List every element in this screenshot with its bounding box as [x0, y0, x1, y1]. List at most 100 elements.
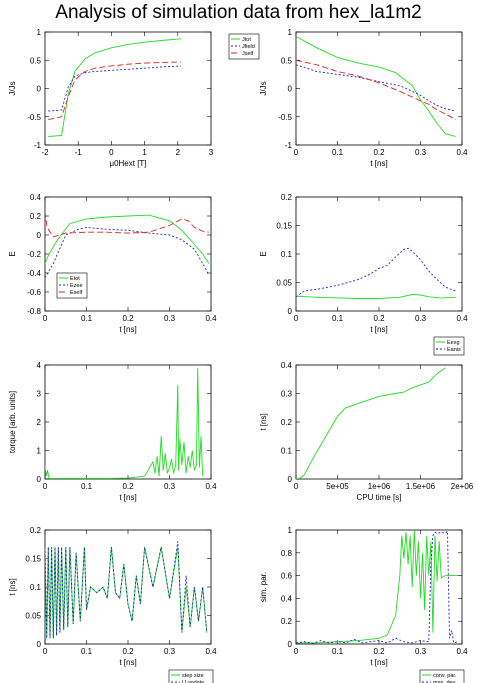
- x-tick-label: 0: [43, 314, 48, 323]
- y-tick-label: -0.6: [27, 288, 41, 297]
- x-tick-label: 1e+06: [368, 482, 391, 491]
- x-axis-label: t [ns]: [370, 159, 387, 168]
- series-line-eexg: [296, 294, 456, 299]
- series-line-conv-par-: [296, 530, 458, 644]
- y-tick-label: 0.2: [281, 418, 293, 427]
- legend-label-1: Jfield: [242, 44, 255, 50]
- x-tick-label: 2e+06: [451, 482, 474, 491]
- x-tick-label: 0.2: [122, 482, 134, 491]
- x-tick-label: 0.1: [332, 148, 344, 157]
- x-tick-label: 3: [209, 148, 214, 157]
- x-axis-label: t [ns]: [119, 325, 136, 334]
- plot-frame: [44, 364, 212, 480]
- x-tick-label: 0.3: [415, 314, 427, 323]
- x-axis-label: μ0Hext [T]: [109, 159, 146, 168]
- y-tick-label: -0.8: [27, 307, 41, 316]
- chart-p8: 0 0.1 0.2 0.3 0.4 0 0.2 0.4 0.6 0.8 1 t [ns] sim. pa…: [259, 526, 468, 683]
- y-tick-label: 0.4: [30, 193, 42, 202]
- y-axis-label: J/Js: [8, 81, 17, 95]
- plot-frame: [295, 196, 463, 312]
- legend-label-2: Eself: [70, 290, 83, 296]
- y-axis-label: t [ns]: [259, 413, 268, 430]
- y-tick-label: 1: [37, 447, 42, 456]
- x-tick-label: 0.2: [122, 647, 134, 656]
- plot-frame: [295, 31, 463, 146]
- legend-frame: [56, 272, 88, 299]
- x-axis-label: t [ns]: [370, 658, 387, 667]
- y-axis-label: E: [259, 251, 268, 256]
- y-tick-label: -0.5: [27, 113, 41, 122]
- y-tick-label: 0.15: [276, 222, 292, 231]
- x-tick-label: 0: [294, 148, 299, 157]
- series-line-ezee: [45, 226, 210, 279]
- legend-label-1: Ezee: [70, 283, 83, 289]
- x-tick-label: 0.4: [456, 314, 468, 323]
- y-tick-label: 0: [37, 85, 42, 94]
- y-tick-label: 0: [37, 475, 42, 484]
- y-tick-label: 0: [37, 640, 42, 649]
- y-tick-label: -0.2: [27, 250, 41, 259]
- x-tick-label: 0.1: [81, 314, 93, 323]
- y-tick-label: 0.2: [281, 193, 293, 202]
- legend-label-0: Etot: [70, 276, 80, 282]
- chart-p6: 0 5e+05 1e+06 1.5e+06 2e+06 0 0.1 0.2 0.3 0.4 CPU …: [259, 361, 474, 502]
- y-tick-label: 0.5: [30, 56, 42, 65]
- y-tick-label: 0.1: [281, 250, 293, 259]
- plot-frame: [295, 529, 463, 645]
- x-tick-label: 0: [43, 482, 48, 491]
- x-tick-label: 0.4: [456, 647, 468, 656]
- y-axis-label: sim. par.: [259, 572, 268, 602]
- series-line-jfield: [48, 65, 182, 112]
- chart-p4: 0 0.1 0.2 0.3 0.4 0 0.05 0.1 0.15 0.2 t [ns] E EexgE…: [259, 193, 468, 356]
- y-tick-label: 0.05: [276, 279, 292, 288]
- y-tick-label: -0.5: [278, 113, 292, 122]
- y-tick-label: 0.6: [281, 572, 293, 581]
- x-tick-label: 0: [43, 647, 48, 656]
- legend-label-1: max. dev.: [433, 680, 457, 683]
- series-line-u-update: [45, 541, 208, 639]
- y-tick-label: 4: [37, 361, 42, 370]
- y-tick-label: 0: [288, 640, 293, 649]
- y-tick-label: -0.4: [27, 269, 41, 278]
- x-tick-label: 0.1: [81, 482, 93, 491]
- legend-frame: [168, 669, 214, 683]
- y-tick-label: 1: [288, 28, 293, 37]
- legend-frame: [228, 33, 260, 60]
- series-line-torque: [45, 367, 204, 479]
- x-axis-label: t [ns]: [370, 325, 387, 334]
- x-axis-label: t [ns]: [119, 493, 136, 502]
- chart-p3: 0 0.1 0.2 0.3 0.4 -0.8 -0.6 -0.4 -0.2 0 0.2 0.4 t [n…: [8, 193, 217, 334]
- legend-label-0: Jtot: [242, 37, 251, 43]
- y-tick-label: -1: [285, 141, 293, 150]
- y-axis-label: torque [arb. units]: [8, 391, 17, 453]
- x-tick-label: 0.4: [205, 647, 217, 656]
- y-axis-label: J/Js: [259, 81, 268, 95]
- x-tick-label: 0: [294, 314, 299, 323]
- x-tick-label: 0.3: [164, 482, 176, 491]
- plot-frame: [295, 364, 463, 480]
- x-tick-label: 1.5e+06: [406, 482, 436, 491]
- x-tick-label: -2: [41, 148, 49, 157]
- y-tick-label: 0.8: [281, 549, 293, 558]
- series-line-eanis: [296, 247, 456, 298]
- y-tick-label: 0.05: [25, 612, 41, 621]
- y-tick-label: 0.3: [281, 390, 293, 399]
- y-tick-label: 0: [288, 307, 293, 316]
- y-tick-label: 1: [37, 28, 42, 37]
- x-tick-label: 0.3: [164, 314, 176, 323]
- legend-label-1: Eanis: [447, 347, 461, 353]
- x-tick-label: 0: [294, 647, 299, 656]
- legend-label-1: U update: [182, 680, 204, 683]
- y-tick-label: 2: [37, 418, 42, 427]
- y-tick-label: 0.2: [281, 617, 293, 626]
- x-tick-label: 0.1: [332, 647, 344, 656]
- legend-frame: [419, 669, 465, 683]
- y-tick-label: 0: [37, 231, 42, 240]
- legend-label-2: Jself: [242, 51, 254, 57]
- series-line-jself: [296, 59, 457, 120]
- x-tick-label: 0.4: [205, 482, 217, 491]
- x-tick-label: 1: [142, 148, 147, 157]
- page-title: Analysis of simulation data from hex_la1…: [55, 2, 422, 23]
- x-tick-label: 0.4: [456, 148, 468, 157]
